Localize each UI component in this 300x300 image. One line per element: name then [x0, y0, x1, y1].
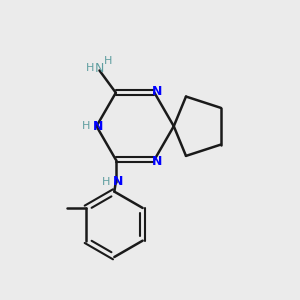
- Text: N: N: [152, 85, 163, 98]
- Text: N: N: [152, 155, 163, 168]
- Text: H: H: [102, 177, 110, 187]
- Text: H: H: [86, 63, 95, 73]
- Text: H: H: [82, 121, 90, 131]
- Text: N: N: [113, 176, 123, 188]
- Text: N: N: [95, 62, 104, 76]
- Text: N: N: [93, 120, 103, 133]
- Text: H: H: [103, 56, 112, 66]
